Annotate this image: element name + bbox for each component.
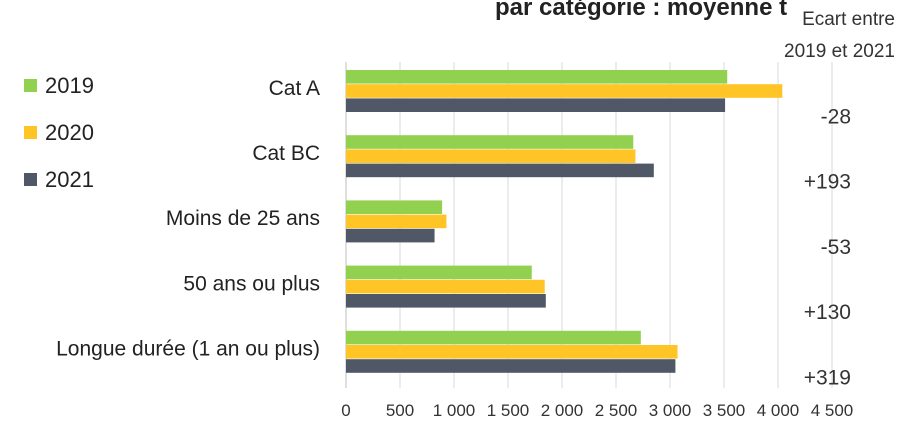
- bar-2019-0: [346, 70, 728, 84]
- bar-2020-1: [346, 149, 636, 163]
- bar-2019-2: [346, 200, 443, 214]
- x-tick-label: 2 500: [595, 401, 638, 420]
- bar-2021-4: [346, 359, 676, 373]
- ecart-header-line-1: Ecart entre: [802, 9, 895, 30]
- category-label: 50 ans ou plus: [183, 272, 320, 295]
- ecart-header-line-2: 2019 et 2021: [784, 41, 895, 62]
- bar-2020-3: [346, 279, 545, 294]
- bar-2021-3: [346, 294, 546, 308]
- x-tick-label: 3 500: [703, 401, 746, 420]
- legend-label-2021: 2021: [45, 166, 94, 192]
- legend-item-2019: 2019: [24, 62, 94, 109]
- ecart-header: Ecart entre 2019 et 2021: [784, 4, 895, 68]
- category-label: Moins de 25 ans: [166, 207, 320, 230]
- category-label: Cat A: [269, 77, 320, 100]
- bar-2019-4: [346, 330, 641, 345]
- legend-swatch-2019: [24, 79, 37, 92]
- x-tick-label: 2 000: [541, 401, 584, 420]
- legend-label-2020: 2020: [45, 119, 94, 145]
- ecart-value: +193: [804, 171, 851, 194]
- x-tick-label: 500: [386, 401, 414, 420]
- ecart-value: +319: [804, 366, 851, 389]
- bar-2020-2: [346, 214, 447, 229]
- x-tick-label: 1 000: [433, 401, 476, 420]
- category-label: Cat BC: [252, 142, 320, 165]
- bar-2021-0: [346, 98, 726, 112]
- x-tick-label: 4 500: [811, 401, 854, 420]
- ecart-value: +130: [804, 301, 851, 324]
- legend: 2019 2020 2021: [24, 62, 94, 203]
- x-tick-label: 4 000: [757, 401, 800, 420]
- bar-2021-1: [346, 163, 654, 178]
- x-tick-label: 3 000: [649, 401, 692, 420]
- ecart-value: -53: [821, 236, 851, 259]
- x-tick-label: 0: [341, 401, 350, 420]
- bar-2019-3: [346, 265, 532, 280]
- legend-item-2021: 2021: [24, 156, 94, 203]
- bar-2020-0: [346, 84, 783, 98]
- bar-2020-4: [346, 345, 678, 359]
- category-label: Longue durée (1 an ou plus): [56, 338, 320, 361]
- bar-2021-2: [346, 228, 435, 243]
- legend-item-2020: 2020: [24, 109, 94, 156]
- x-tick-label: 1 500: [487, 401, 530, 420]
- bar-2019-1: [346, 135, 634, 149]
- legend-label-2019: 2019: [45, 72, 94, 98]
- legend-swatch-2021: [24, 173, 37, 186]
- legend-swatch-2020: [24, 126, 37, 139]
- chart-title-fragment: par catégorie : moyenne t: [495, 0, 788, 21]
- ecart-value: -28: [821, 106, 851, 129]
